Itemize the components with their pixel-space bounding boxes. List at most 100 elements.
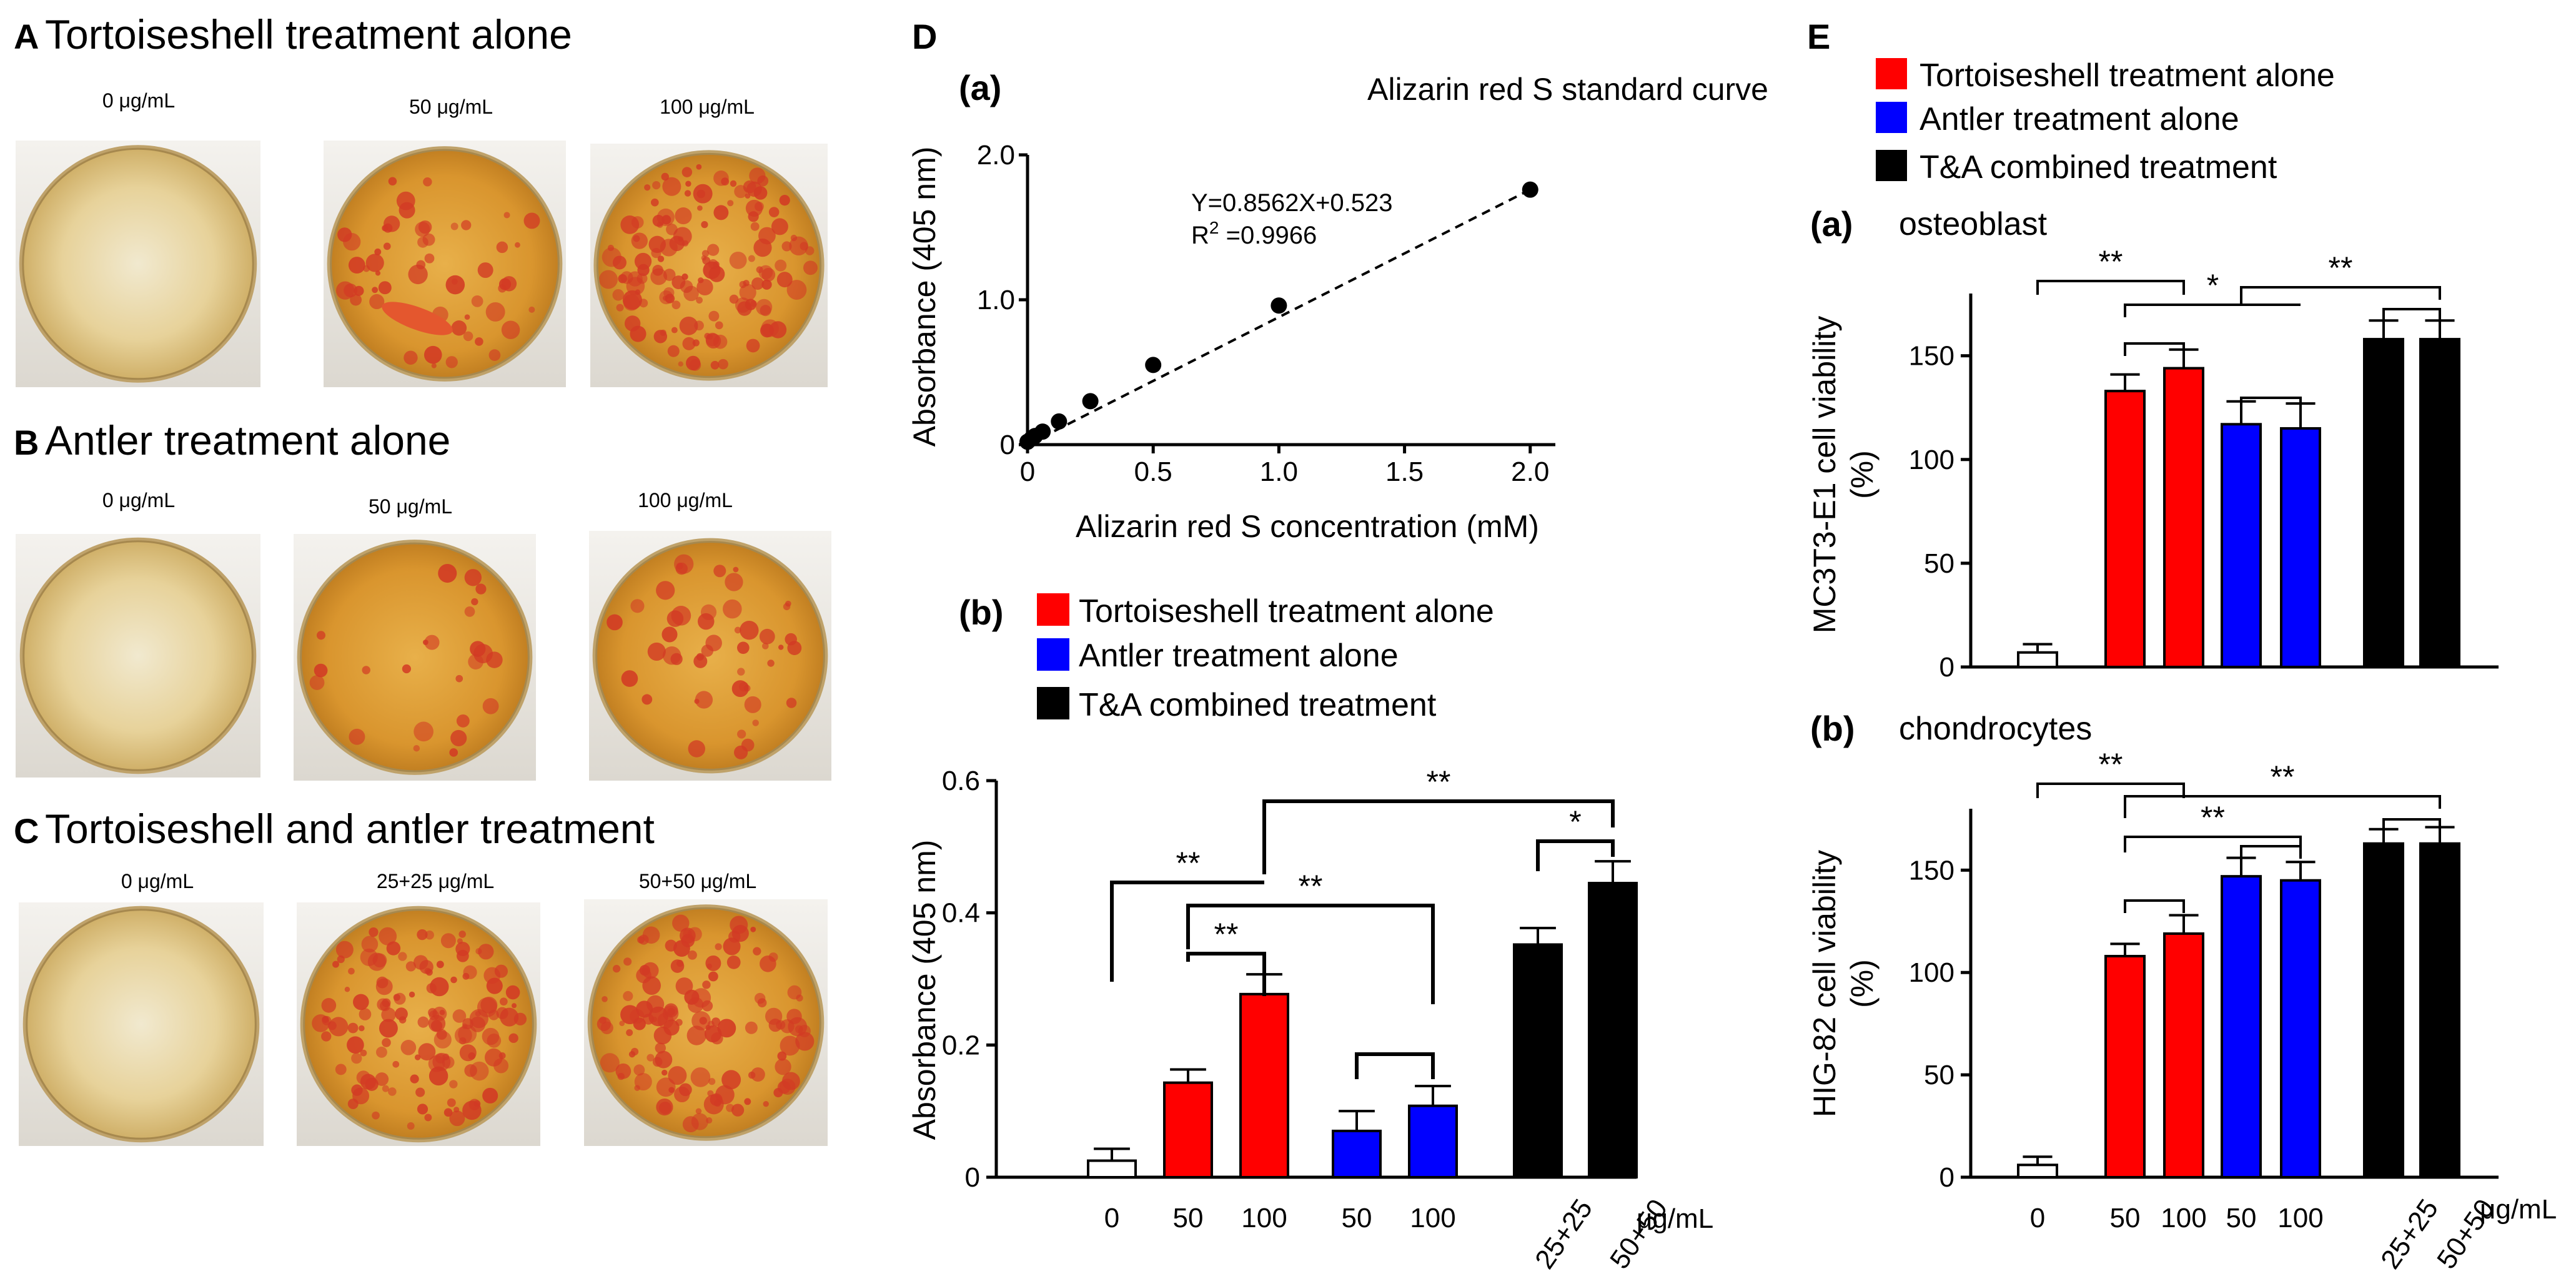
mineral-stain-spot [671,327,678,333]
mineral-stain-spot [750,222,760,231]
mineral-stain-spot [678,236,683,242]
d-a-fit-line [1027,188,1531,446]
mineral-stain-spot [672,914,690,932]
d-b-bar [1513,943,1563,1178]
mineral-stain-spot [636,967,651,984]
mineral-stain-spot [621,670,638,687]
d-b-category-label: 50 [1173,1203,1204,1233]
mineral-stain-spot [714,1099,721,1107]
panel-c-dose-1: 25+25 μg/mL [377,870,494,892]
mineral-stain-spot [449,1080,458,1089]
d-a-data-point [1034,423,1051,440]
e-a-significance-bracket [2240,286,2441,305]
mineral-stain-spot [711,1017,721,1027]
mineral-stain-spot [407,1122,415,1130]
d-a-data-point [1145,357,1162,373]
panel-a-letter: A [14,17,39,56]
mineral-stain-spot [667,345,680,357]
mineral-stain-spot [657,255,665,262]
d-b-bar [1239,992,1289,1178]
d-b-category-label: 100 [1241,1203,1287,1233]
mineral-stain-spot [739,284,756,301]
panelb-well-1 [294,534,536,781]
mineral-stain-spot [775,259,787,272]
mineral-stain-spot [715,943,722,951]
mineral-stain-spot [635,289,641,295]
mineral-stain-spot [745,193,751,199]
d-a-data-point [1082,393,1099,410]
mineral-stain-spot [662,177,681,196]
mineral-stain-spot [456,714,470,728]
mineral-stain-spot [761,267,776,282]
mineral-stain-spot [459,1044,477,1062]
mineral-stain-spot [673,227,692,246]
mineral-stain-spot [309,675,325,690]
panelc-well-1 [297,902,540,1146]
mineral-stain-spot [598,270,618,289]
mineral-stain-spot [734,626,741,634]
mineral-stain-spot [430,977,449,997]
d-a-r2-sup: 2 [1209,218,1219,237]
mineral-stain-spot [360,1074,377,1090]
mineral-stain-spot [463,965,477,979]
mineral-stain-spot [705,333,721,349]
mineral-stain-spot [695,1108,702,1114]
mineral-stain-spot [447,1098,456,1107]
mineral-stain-spot [713,205,729,220]
mineral-stain-spot [756,299,773,315]
mineral-stain-spot [731,680,749,698]
d-a-ytick-label: 1.0 [977,285,1015,315]
mineral-stain-spot [461,220,472,230]
mineral-stain-spot [717,1019,736,1038]
d-a-data-point [1522,181,1538,198]
mineral-stain-spot [449,1110,465,1127]
mineral-stain-spot [737,641,750,654]
e-a-bar [2419,338,2460,668]
mineral-stain-spot [750,926,756,932]
mineral-stain-spot [443,1108,453,1117]
e-b-category-label: 100 [2161,1203,2206,1233]
e-b-significance-label: ** [2201,800,2225,835]
mineral-stain-spot [432,1052,451,1071]
e-a-bar [2017,651,2058,668]
mineral-stain-spot [602,996,608,1002]
well-edge [303,909,534,1140]
mineral-stain-spot [713,565,726,578]
mineral-stain-spot [348,967,355,975]
mineral-stain-spot [414,721,433,742]
mineral-stain-spot [400,1040,417,1055]
mineral-stain-spot [337,227,352,242]
mineral-stain-spot [746,338,760,353]
e-legend-swatch-combined [1876,150,1907,181]
mineral-stain-spot [477,262,493,279]
mineral-stain-spot [730,180,737,187]
culture-well-photos [16,141,831,1146]
mineral-stain-spot [702,256,711,265]
mineral-stain-spot [702,980,711,989]
mineral-stain-spot [733,566,739,573]
e-a-bar [2280,427,2321,668]
mineral-stain-spot [616,304,624,312]
mineral-stain-spot [424,1114,432,1122]
panel-e-sub-b-title: chondrocytes [1899,711,2092,747]
mineral-stain-spot [771,218,788,235]
d-a-ylabel: Absorbance (405 nm) [907,147,942,447]
panel-d-letter: D [912,17,937,56]
mineral-stain-spot [787,641,802,656]
mineral-stain-spot [744,696,761,713]
mineral-stain-spot [451,320,467,336]
e-legend-tortoiseshell: Tortoiseshell treatment alone [1920,57,2335,94]
e-a-significance-bracket [2124,304,2301,317]
mineral-stain-spot [607,614,623,631]
mineral-stain-spot [372,1111,380,1120]
chart-d-a: 0 0.5 1.0 1.5 2.0 0 1.0 2.0 [977,140,1555,487]
panel-a-title: Tortoiseshell treatment alone [45,11,572,57]
mineral-stain-spot [498,1052,506,1059]
mineral-stain-spot [751,277,764,290]
panel-b-title: Antler treatment alone [45,417,450,463]
mineral-stain-spot [623,294,640,311]
d-b-significance-label: ** [1299,869,1323,904]
mineral-stain-spot [623,957,632,966]
mineral-stain-spot [478,944,494,960]
mineral-stain-spot [455,674,463,683]
